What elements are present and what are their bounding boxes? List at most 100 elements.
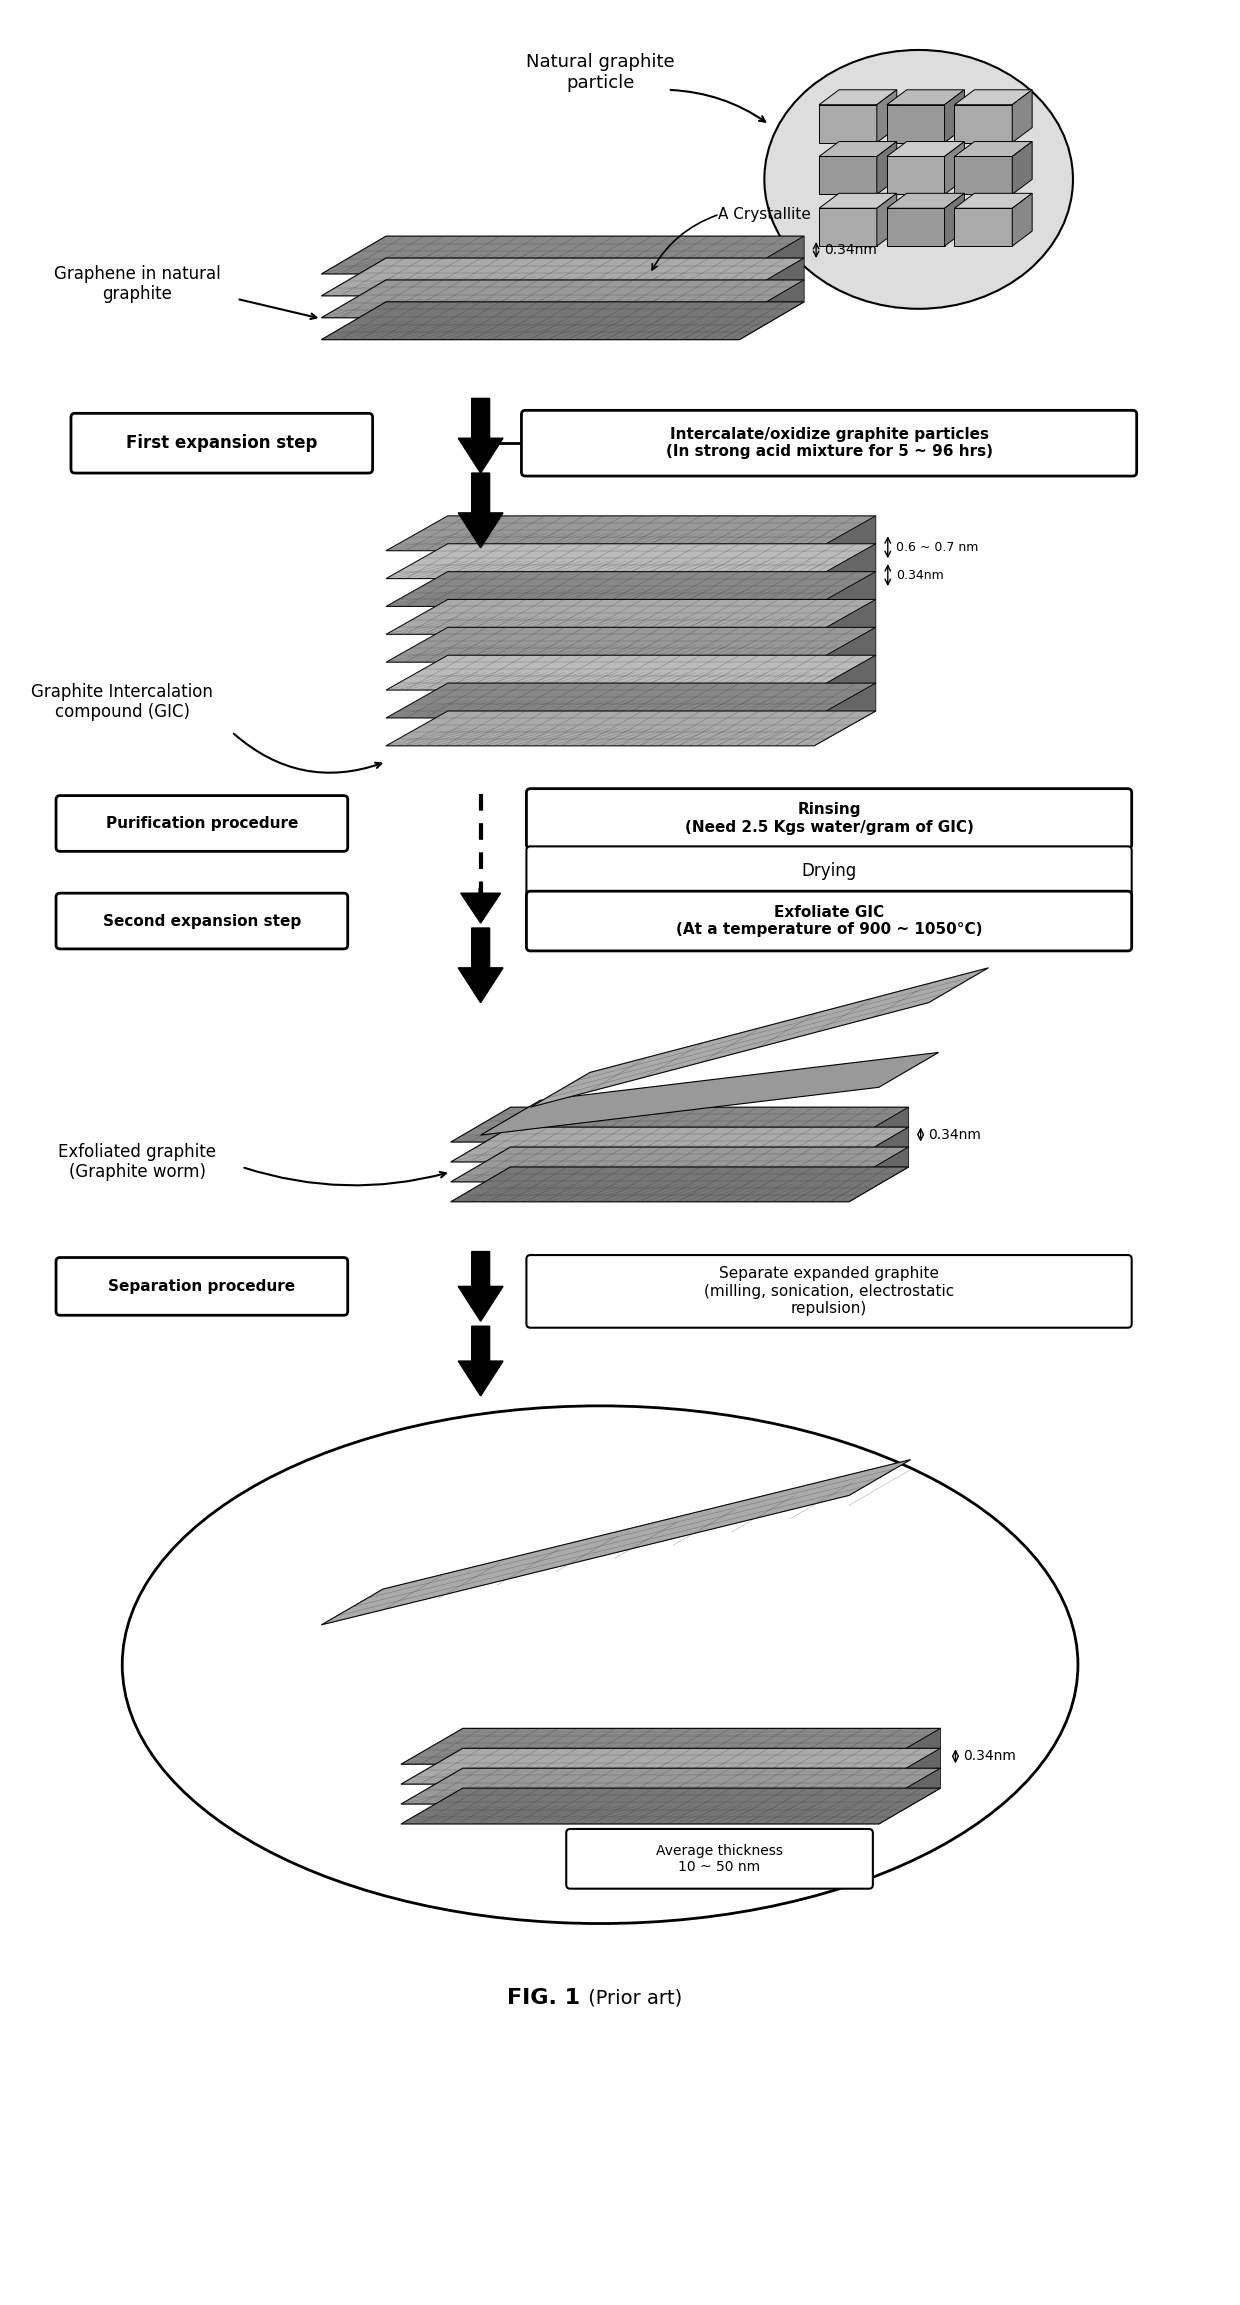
Polygon shape: [739, 235, 805, 295]
Polygon shape: [1012, 141, 1032, 194]
Polygon shape: [945, 90, 965, 143]
Polygon shape: [887, 104, 945, 143]
Text: 0.34nm: 0.34nm: [895, 569, 944, 581]
Polygon shape: [945, 141, 965, 194]
Polygon shape: [461, 887, 501, 922]
Polygon shape: [820, 194, 897, 207]
Polygon shape: [820, 141, 897, 157]
Polygon shape: [481, 1053, 939, 1134]
Text: Average thickness
10 ~ 50 nm: Average thickness 10 ~ 50 nm: [656, 1844, 782, 1874]
Polygon shape: [401, 1729, 941, 1763]
Text: First expansion step: First expansion step: [126, 433, 317, 452]
Polygon shape: [945, 194, 965, 247]
FancyBboxPatch shape: [527, 846, 1132, 897]
Polygon shape: [815, 682, 875, 747]
Ellipse shape: [764, 51, 1073, 309]
Text: Purification procedure: Purification procedure: [105, 816, 298, 832]
Text: 0.34nm: 0.34nm: [963, 1749, 1017, 1763]
Text: Graphene in natural
graphite: Graphene in natural graphite: [53, 265, 221, 304]
Polygon shape: [849, 1148, 909, 1201]
Polygon shape: [887, 194, 965, 207]
Text: Exfoliate GIC
(At a temperature of 900 ~ 1050°C): Exfoliate GIC (At a temperature of 900 ~…: [676, 906, 982, 938]
FancyBboxPatch shape: [567, 1828, 873, 1888]
Text: (Prior art): (Prior art): [582, 1989, 682, 2008]
Polygon shape: [451, 1106, 909, 1141]
Text: 0.6 ~ 0.7 nm: 0.6 ~ 0.7 nm: [895, 542, 978, 553]
FancyBboxPatch shape: [56, 892, 347, 950]
Polygon shape: [887, 207, 945, 247]
Text: Separation procedure: Separation procedure: [108, 1279, 295, 1293]
FancyBboxPatch shape: [527, 788, 1132, 848]
Polygon shape: [321, 302, 805, 339]
Polygon shape: [321, 235, 805, 274]
Polygon shape: [879, 1729, 941, 1784]
Text: FIG. 1: FIG. 1: [507, 1989, 580, 2008]
Polygon shape: [955, 157, 1012, 194]
Polygon shape: [879, 1747, 941, 1805]
Polygon shape: [321, 258, 805, 295]
Text: Exfoliated graphite
(Graphite worm): Exfoliated graphite (Graphite worm): [58, 1143, 216, 1182]
Polygon shape: [386, 516, 875, 551]
Polygon shape: [815, 516, 875, 579]
Polygon shape: [820, 157, 877, 194]
Text: Rinsing
(Need 2.5 Kgs water/gram of GIC): Rinsing (Need 2.5 Kgs water/gram of GIC): [684, 802, 973, 834]
Polygon shape: [739, 279, 805, 339]
FancyBboxPatch shape: [527, 1254, 1132, 1328]
Polygon shape: [386, 710, 875, 747]
Polygon shape: [386, 599, 875, 634]
Polygon shape: [815, 544, 875, 606]
FancyBboxPatch shape: [56, 1259, 347, 1316]
Polygon shape: [459, 399, 503, 473]
Polygon shape: [887, 157, 945, 194]
FancyBboxPatch shape: [522, 410, 1137, 477]
Polygon shape: [459, 929, 503, 1003]
Text: Separate expanded graphite
(milling, sonication, electrostatic
repulsion): Separate expanded graphite (milling, son…: [704, 1265, 955, 1316]
Text: A Crystallite: A Crystallite: [718, 207, 811, 221]
Polygon shape: [321, 1459, 910, 1625]
Polygon shape: [451, 1148, 909, 1182]
Polygon shape: [401, 1747, 941, 1784]
Polygon shape: [849, 1106, 909, 1162]
Polygon shape: [820, 207, 877, 247]
Polygon shape: [401, 1768, 941, 1805]
Polygon shape: [955, 90, 1032, 104]
Polygon shape: [815, 599, 875, 662]
Ellipse shape: [123, 1406, 1078, 1925]
Polygon shape: [877, 194, 897, 247]
Polygon shape: [321, 279, 805, 318]
Polygon shape: [401, 1789, 941, 1823]
Polygon shape: [459, 473, 503, 549]
Polygon shape: [887, 90, 965, 104]
Text: Graphite Intercalation
compound (GIC): Graphite Intercalation compound (GIC): [31, 682, 213, 721]
Polygon shape: [955, 141, 1032, 157]
Polygon shape: [739, 258, 805, 318]
Text: 0.34nm: 0.34nm: [929, 1127, 982, 1141]
Polygon shape: [955, 207, 1012, 247]
Polygon shape: [386, 572, 875, 606]
Polygon shape: [849, 1127, 909, 1182]
Polygon shape: [531, 968, 988, 1106]
Polygon shape: [820, 104, 877, 143]
Polygon shape: [1012, 90, 1032, 143]
Polygon shape: [386, 655, 875, 689]
Polygon shape: [877, 141, 897, 194]
FancyBboxPatch shape: [527, 892, 1132, 952]
Text: Intercalate/oxidize graphite particles
(In strong acid mixture for 5 ~ 96 hrs): Intercalate/oxidize graphite particles (…: [666, 426, 992, 459]
Polygon shape: [459, 1252, 503, 1321]
Polygon shape: [887, 141, 965, 157]
Polygon shape: [386, 682, 875, 717]
Text: Drying: Drying: [801, 862, 857, 881]
Polygon shape: [815, 655, 875, 717]
Polygon shape: [451, 1166, 909, 1201]
Text: Second expansion step: Second expansion step: [103, 913, 301, 929]
Polygon shape: [459, 1325, 503, 1397]
Text: 0.34nm: 0.34nm: [825, 242, 877, 258]
Polygon shape: [879, 1768, 941, 1823]
Polygon shape: [386, 627, 875, 662]
Polygon shape: [815, 627, 875, 689]
Polygon shape: [820, 90, 897, 104]
Polygon shape: [815, 572, 875, 634]
Polygon shape: [386, 544, 875, 579]
Polygon shape: [877, 90, 897, 143]
Polygon shape: [955, 104, 1012, 143]
